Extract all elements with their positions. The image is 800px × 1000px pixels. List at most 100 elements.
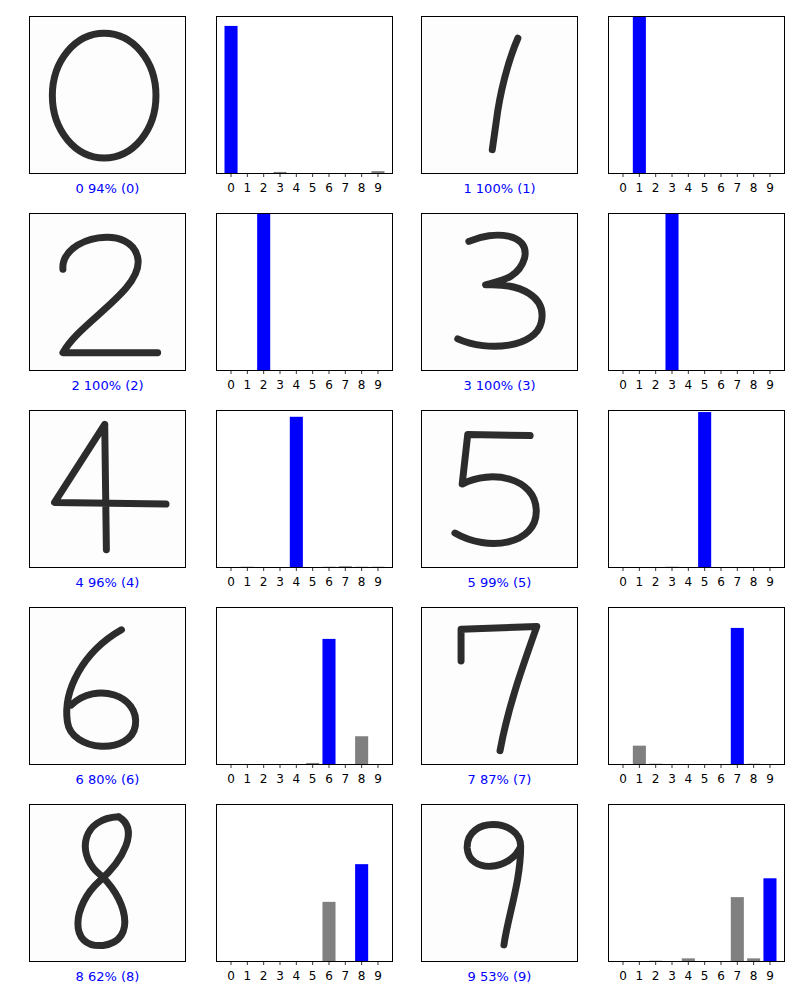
x-tick xyxy=(672,568,673,572)
image-caption: 3 100% (3) xyxy=(463,378,535,393)
x-tick-label: 1 xyxy=(636,772,644,786)
x-tick xyxy=(672,962,673,966)
image-caption: 2 100% (2) xyxy=(71,378,143,393)
image-background xyxy=(422,805,578,962)
x-tick xyxy=(769,371,770,375)
x-tick-label: 7 xyxy=(733,969,741,983)
x-tick xyxy=(345,568,346,572)
x-tick xyxy=(720,765,721,769)
x-tick-label: 4 xyxy=(293,181,301,195)
x-tick xyxy=(328,174,329,178)
x-tick-label: 1 xyxy=(636,575,644,589)
x-tick xyxy=(263,174,264,178)
bars xyxy=(665,412,711,567)
axes-frame xyxy=(609,608,785,765)
x-tick-label: 4 xyxy=(293,969,301,983)
image-caption: 8 62% (8) xyxy=(76,969,140,984)
bar xyxy=(731,897,744,961)
x-tick-label: 2 xyxy=(652,575,660,589)
x-tick xyxy=(737,174,738,178)
image-background xyxy=(422,17,578,174)
x-tick-label: 3 xyxy=(276,575,284,589)
x-tick-label: 6 xyxy=(717,575,725,589)
x-tick-label: 3 xyxy=(276,181,284,195)
x-tick xyxy=(231,962,232,966)
digit-image xyxy=(422,214,578,371)
image-background xyxy=(30,608,186,765)
x-tick xyxy=(312,765,313,769)
x-tick xyxy=(769,568,770,572)
x-tick-label: 2 xyxy=(260,772,268,786)
x-tick xyxy=(655,962,656,966)
x-tick xyxy=(280,174,281,178)
axes-frame xyxy=(609,214,785,371)
x-tick-label: 5 xyxy=(701,181,709,195)
x-tick xyxy=(231,371,232,375)
bars xyxy=(306,864,368,961)
x-tick-label: 6 xyxy=(325,772,333,786)
x-tick xyxy=(623,174,624,178)
x-tick-label: 0 xyxy=(619,378,627,392)
digit-image xyxy=(422,17,578,174)
x-tick-label: 5 xyxy=(309,772,317,786)
x-tick xyxy=(247,568,248,572)
x-tick-label: 1 xyxy=(636,378,644,392)
x-tick-label: 9 xyxy=(766,378,774,392)
x-tick xyxy=(623,962,624,966)
x-tick-label: 5 xyxy=(309,378,317,392)
x-tick-label: 2 xyxy=(260,575,268,589)
x-tick-label: 1 xyxy=(244,575,252,589)
x-tick xyxy=(328,371,329,375)
x-tick xyxy=(737,765,738,769)
image-frame xyxy=(30,805,186,962)
x-tick xyxy=(672,174,673,178)
digit-stroke xyxy=(63,237,158,353)
x-tick-label: 0 xyxy=(227,181,235,195)
x-tick xyxy=(263,765,264,769)
x-tick xyxy=(769,962,770,966)
x-tick xyxy=(704,962,705,966)
x-tick-label: 9 xyxy=(766,969,774,983)
digit-image xyxy=(422,608,578,765)
x-tick-label: 4 xyxy=(685,575,693,589)
x-tick xyxy=(361,962,362,966)
x-tick xyxy=(704,765,705,769)
bars xyxy=(241,417,385,568)
axes-frame xyxy=(217,805,393,962)
x-tick xyxy=(639,962,640,966)
x-tick xyxy=(737,568,738,572)
x-tick xyxy=(312,174,313,178)
bars xyxy=(649,878,776,961)
x-tick xyxy=(361,174,362,178)
bar xyxy=(322,639,335,765)
x-tick-label: 8 xyxy=(358,181,366,195)
x-tick-label: 6 xyxy=(717,969,725,983)
digit-image xyxy=(30,214,186,371)
x-tick-label: 7 xyxy=(341,772,349,786)
bar xyxy=(665,214,678,371)
x-tick-label: 8 xyxy=(358,575,366,589)
x-tick xyxy=(247,962,248,966)
x-tick xyxy=(655,765,656,769)
image-frame xyxy=(30,411,186,568)
image-caption: 0 94% (0) xyxy=(76,181,140,196)
digit-image xyxy=(30,805,186,962)
image-frame xyxy=(422,411,578,568)
x-tick-label: 4 xyxy=(685,969,693,983)
x-tick-label: 5 xyxy=(701,378,709,392)
x-tick xyxy=(377,371,378,375)
x-tick xyxy=(737,371,738,375)
image-frame xyxy=(30,214,186,371)
x-tick-label: 6 xyxy=(325,181,333,195)
x-tick-label: 6 xyxy=(717,772,725,786)
x-tick xyxy=(280,962,281,966)
x-tick xyxy=(753,765,754,769)
x-tick-label: 7 xyxy=(733,181,741,195)
x-tick-label: 8 xyxy=(750,181,758,195)
x-tick xyxy=(655,371,656,375)
x-tick-label: 3 xyxy=(668,378,676,392)
x-tick-label: 0 xyxy=(227,378,235,392)
x-tick xyxy=(263,962,264,966)
x-tick xyxy=(312,371,313,375)
x-tick xyxy=(296,371,297,375)
